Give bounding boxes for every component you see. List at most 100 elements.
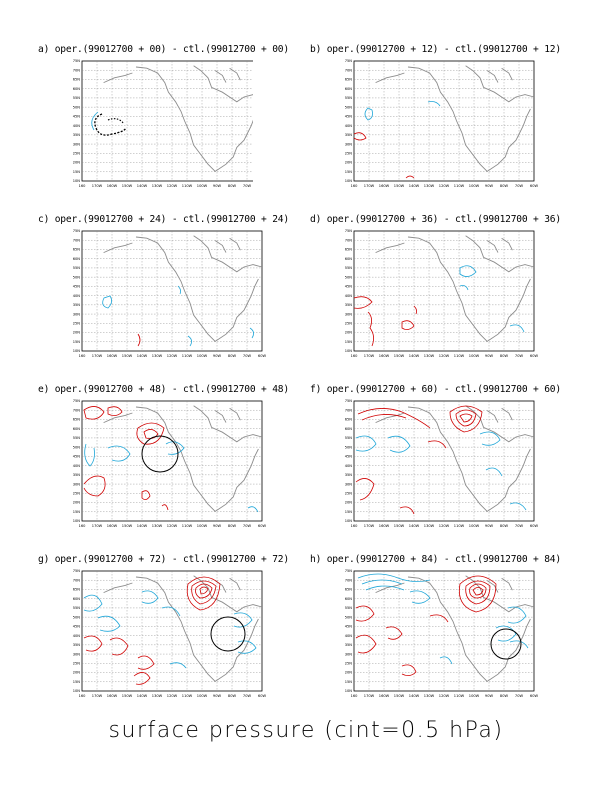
lat-tick-label: 40N bbox=[345, 294, 353, 298]
lon-tick-label: 140W bbox=[409, 524, 420, 528]
lon-tick-label: 140W bbox=[137, 354, 148, 358]
lat-tick-label: 50N bbox=[345, 615, 353, 619]
lat-tick-label: 70N bbox=[73, 238, 81, 242]
lat-tick-label: 75N bbox=[345, 399, 353, 403]
coastline bbox=[375, 242, 405, 254]
lat-tick-label: 40N bbox=[73, 634, 81, 638]
lat-tick-label: 30N bbox=[345, 142, 353, 146]
coastline bbox=[407, 66, 488, 172]
lon-tick-label: 130W bbox=[152, 694, 163, 698]
lat-tick-label: 20N bbox=[345, 331, 353, 335]
lat-tick-label: 50N bbox=[345, 275, 353, 279]
lat-tick-label: 35N bbox=[345, 643, 353, 647]
lon-tick-label: 80W bbox=[500, 694, 509, 698]
lon-tick-label: 110W bbox=[454, 524, 465, 528]
contours bbox=[355, 573, 529, 676]
lat-tick-label: 10N bbox=[73, 179, 81, 183]
figure-caption: surface pressure (cint=0.5 hPa) bbox=[108, 718, 504, 743]
lat-tick-label: 50N bbox=[345, 105, 353, 109]
lat-tick-label: 20N bbox=[345, 501, 353, 505]
lon-tick-label: 80W bbox=[228, 694, 237, 698]
lat-tick-label: 15N bbox=[73, 510, 81, 514]
coastline bbox=[103, 412, 133, 424]
lat-tick-label: 25N bbox=[73, 662, 81, 666]
coastline bbox=[103, 72, 133, 84]
lon-tick-label: 110W bbox=[454, 184, 465, 188]
lon-tick-label: 170W bbox=[92, 184, 103, 188]
lat-tick-label: 70N bbox=[73, 578, 81, 582]
lat-tick-label: 60N bbox=[345, 597, 353, 601]
lon-tick-label: 150W bbox=[122, 184, 133, 188]
lat-tick-label: 15N bbox=[345, 510, 353, 514]
coastline bbox=[501, 577, 513, 591]
panel-d: d) oper.(99012700 + 36) - ctl.(99012700 … bbox=[310, 214, 580, 364]
lon-tick-label: 90W bbox=[213, 354, 222, 358]
lat-tick-label: 75N bbox=[73, 399, 81, 403]
lon-tick-label: 150W bbox=[394, 694, 405, 698]
lat-tick-label: 35N bbox=[73, 303, 81, 307]
lat-tick-label: 45N bbox=[345, 625, 353, 629]
lon-tick-label: 160W bbox=[379, 184, 390, 188]
lat-tick-label: 60N bbox=[73, 427, 81, 431]
lat-tick-label: 55N bbox=[73, 436, 81, 440]
lat-tick-label: 15N bbox=[345, 680, 353, 684]
lon-tick-label: 100W bbox=[469, 524, 480, 528]
lat-tick-label: 65N bbox=[73, 248, 81, 252]
lon-tick-label: 160W bbox=[107, 354, 118, 358]
lat-tick-label: 35N bbox=[73, 473, 81, 477]
lat-tick-label: 30N bbox=[73, 142, 81, 146]
lon-tick-label: 80W bbox=[500, 354, 509, 358]
lat-tick-label: 45N bbox=[73, 285, 81, 289]
panel-b: b) oper.(99012700 + 12) - ctl.(99012700 … bbox=[310, 44, 580, 194]
lat-tick-label: 70N bbox=[345, 578, 353, 582]
lat-tick-label: 20N bbox=[345, 671, 353, 675]
lon-tick-label: 170W bbox=[364, 354, 375, 358]
lat-tick-label: 75N bbox=[73, 59, 81, 63]
lat-tick-label: 45N bbox=[345, 285, 353, 289]
lon-tick-label: 60W bbox=[530, 184, 539, 188]
lat-tick-label: 70N bbox=[345, 238, 353, 242]
lon-tick-label: 90W bbox=[485, 184, 494, 188]
lat-tick-label: 30N bbox=[73, 652, 81, 656]
lat-tick-label: 30N bbox=[345, 312, 353, 316]
lon-tick-label: 100W bbox=[197, 354, 208, 358]
lat-tick-label: 70N bbox=[345, 408, 353, 412]
lon-tick-label: 160W bbox=[107, 694, 118, 698]
lat-tick-label: 10N bbox=[345, 689, 353, 693]
marker-circle bbox=[141, 435, 179, 473]
lat-tick-label: 55N bbox=[73, 96, 81, 100]
lon-tick-label: 100W bbox=[469, 184, 480, 188]
panel-title: a) oper.(99012700 + 00) - ctl.(99012700 … bbox=[38, 44, 289, 55]
lat-tick-label: 50N bbox=[73, 275, 81, 279]
lat-tick-label: 40N bbox=[345, 464, 353, 468]
lon-tick-label: 120W bbox=[167, 694, 178, 698]
panel-title: e) oper.(99012700 + 48) - ctl.(99012700 … bbox=[38, 384, 289, 395]
lat-tick-label: 45N bbox=[345, 115, 353, 119]
lat-tick-label: 25N bbox=[345, 152, 353, 156]
contours-negative bbox=[91, 111, 127, 136]
coastline bbox=[465, 405, 535, 443]
lon-tick-label: 70W bbox=[515, 524, 524, 528]
lon-tick-label: 110W bbox=[182, 184, 193, 188]
lon-tick-label: 60W bbox=[530, 354, 539, 358]
panel-title: g) oper.(99012700 + 72) - ctl.(99012700 … bbox=[38, 554, 289, 565]
lat-tick-label: 75N bbox=[73, 229, 81, 233]
coastline bbox=[135, 576, 216, 682]
lon-tick-label: 150W bbox=[122, 694, 133, 698]
coastline bbox=[486, 618, 531, 682]
lat-tick-label: 20N bbox=[73, 331, 81, 335]
lon-tick-label: 130W bbox=[152, 184, 163, 188]
lon-tick-label: 160W bbox=[379, 694, 390, 698]
lat-tick-label: 75N bbox=[345, 59, 353, 63]
coastline bbox=[229, 237, 241, 251]
map-panel-g: 160 170W 160W 150W 140W 130W 120W 110W 100W 90W 80… bbox=[73, 569, 267, 698]
coastline bbox=[486, 278, 531, 342]
lon-tick-label: 120W bbox=[439, 694, 450, 698]
map-panel-e: 160 170W 160W 150W 140W 130W 120W 110W 100W 90W 80… bbox=[73, 399, 267, 528]
lat-tick-label: 40N bbox=[73, 464, 81, 468]
lat-tick-label: 50N bbox=[73, 615, 81, 619]
lat-tick-label: 75N bbox=[345, 569, 353, 573]
panel-title: c) oper.(99012700 + 24) - ctl.(99012700 … bbox=[38, 214, 289, 225]
lon-tick-label: 160W bbox=[107, 184, 118, 188]
lon-tick-label: 70W bbox=[243, 524, 252, 528]
